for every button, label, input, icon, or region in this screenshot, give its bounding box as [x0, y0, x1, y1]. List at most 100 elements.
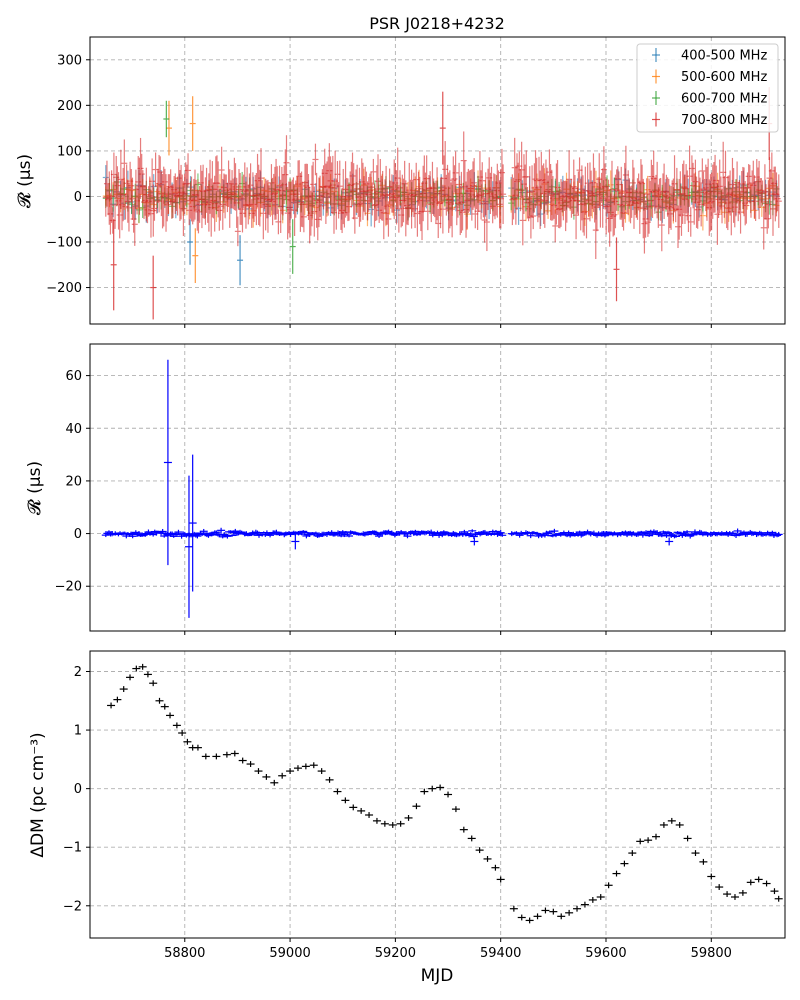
x-tick-label: 59800: [691, 946, 732, 961]
data-point: [270, 779, 279, 786]
data-point-4: [283, 135, 290, 191]
data-point-4: [574, 187, 581, 214]
data-point: [517, 914, 526, 921]
data-point: [212, 753, 221, 760]
data-point-outlier: [165, 100, 172, 156]
data-point: [533, 913, 542, 920]
data-point: [246, 761, 255, 767]
data-point-4: [519, 195, 526, 246]
data-point-4: [500, 164, 507, 225]
data-point: [160, 703, 169, 710]
chart-title: PSR J0218+4232: [369, 14, 505, 33]
data-point-4: [108, 170, 115, 223]
y-tick-label: 20: [65, 474, 82, 489]
data-point-4: [138, 153, 145, 195]
y-tick-label: 0: [74, 527, 82, 542]
data-point-4: [282, 149, 289, 200]
data-point-4: [213, 155, 220, 212]
data-point-4: [658, 198, 665, 252]
data-point-outlier: [291, 533, 300, 550]
data-point: [138, 663, 147, 670]
data-point-4: [714, 183, 721, 245]
data-point: [628, 850, 637, 856]
data-point-4: [452, 151, 459, 195]
data-point-4: [451, 165, 458, 193]
data-point: [149, 680, 158, 687]
data-point-4: [469, 161, 476, 210]
data-point-4: [664, 177, 671, 217]
data-point-4: [532, 150, 539, 209]
data-point-4: [131, 202, 138, 246]
data-point: [541, 907, 550, 914]
data-point: [451, 806, 460, 813]
data-point: [420, 788, 429, 795]
data-point-4: [751, 175, 758, 219]
x-tick-label: 59600: [585, 946, 626, 961]
data-point-outlier: [289, 219, 296, 274]
legend: 400-500 MHz 500-600 MHz 600-700 MHz 700-800…: [636, 43, 779, 133]
y-tick-label: −2: [63, 899, 82, 914]
data-point: [496, 876, 505, 883]
y-tick-label: 60: [65, 369, 82, 384]
data-point: [612, 870, 621, 877]
data-point: [644, 837, 653, 844]
data-point: [438, 532, 447, 538]
data-point: [345, 534, 354, 538]
legend-item: 600-700 MHz: [652, 91, 767, 107]
data-point-4: [453, 189, 460, 226]
data-point: [483, 856, 492, 862]
data-point-4: [161, 168, 168, 195]
panel-residuals-combined: −20 0 20 40 60: [55, 343, 786, 635]
data-point: [412, 803, 421, 810]
data-point-4: [775, 174, 782, 228]
data-point-4: [729, 157, 736, 212]
data-point-4: [234, 216, 241, 247]
data-point: [723, 891, 732, 897]
data-point-4: [483, 192, 490, 252]
data-point-4: [760, 206, 767, 250]
data-point-4: [743, 187, 750, 224]
axes-frame: [89, 343, 786, 632]
data-point: [525, 917, 534, 924]
data-point: [636, 838, 645, 845]
panel-dm-variation: 58800 59000 59200 59400 59600 59800 −2 −1 0 1 2: [63, 650, 786, 961]
data-point-outlier: [189, 96, 196, 151]
data-point-4: [439, 184, 446, 234]
data-point-outlier: [192, 228, 199, 283]
data-point-4: [656, 178, 663, 210]
data-point: [575, 530, 584, 534]
data-point: [491, 864, 500, 871]
data-point: [254, 768, 263, 774]
data-point-4: [159, 173, 166, 229]
data-point-4: [736, 180, 743, 215]
data-point-4: [620, 195, 627, 231]
data-point: [715, 884, 724, 890]
y-axis-label-middle: 𝓡 (μs): [25, 461, 45, 515]
data-point-4: [636, 180, 643, 234]
data-point: [132, 665, 141, 672]
data-point-4: [447, 182, 454, 227]
data-point: [707, 873, 716, 880]
data-point-4: [583, 199, 590, 239]
data-point: [691, 850, 700, 856]
data-point-4: [471, 158, 478, 208]
data-point-4: [474, 192, 481, 230]
legend-label: 500-600 MHz: [681, 70, 767, 85]
data-point-4: [774, 186, 781, 212]
data-point: [573, 905, 582, 912]
data-point-outlier: [665, 537, 674, 546]
data-point: [580, 901, 589, 908]
data-marks: [101, 359, 783, 618]
data-point: [222, 751, 231, 758]
data-point-outlier: [188, 454, 197, 592]
data-point-4: [552, 209, 559, 243]
data-point-4: [692, 159, 699, 204]
data-point-4: [185, 153, 192, 188]
data-point-4: [352, 169, 359, 199]
data-point-4: [514, 153, 521, 210]
data-point: [193, 744, 202, 751]
data-point: [309, 762, 318, 769]
data-point: [341, 797, 350, 804]
data-point: [333, 788, 342, 795]
data-point-4: [307, 190, 314, 236]
